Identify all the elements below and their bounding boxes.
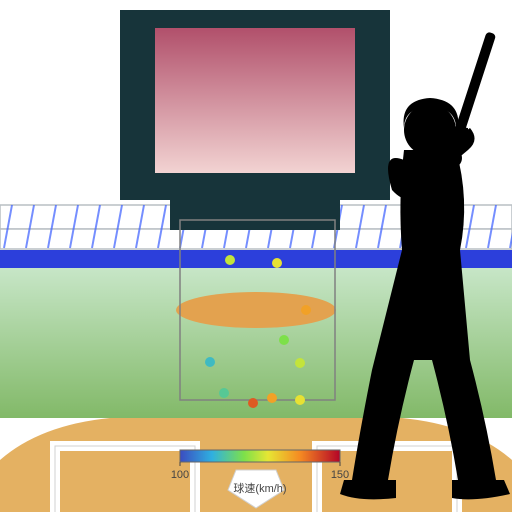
home-plate-area: [0, 418, 512, 512]
svg-text:150: 150: [331, 469, 349, 481]
scoreboard-stem: [170, 200, 340, 230]
scoreboard: [120, 10, 390, 230]
svg-text:100: 100: [171, 469, 189, 481]
colorbar-gradient: [180, 450, 340, 462]
scoreboard-screen: [155, 28, 355, 173]
pitch-marker: [219, 388, 229, 398]
pitch-marker: [225, 255, 235, 265]
pitch-marker: [248, 398, 258, 408]
pitch-marker: [279, 335, 289, 345]
pitch-marker: [301, 305, 311, 315]
pitch-marker: [295, 358, 305, 368]
pitch-marker: [205, 357, 215, 367]
pitch-marker: [295, 395, 305, 405]
pitch-marker: [267, 393, 277, 403]
pitchers-mound: [176, 292, 336, 328]
colorbar-label: 球速(km/h): [233, 481, 286, 495]
pitch-location-chart: 100 150 球速(km/h): [0, 0, 512, 512]
pitch-marker: [272, 258, 282, 268]
